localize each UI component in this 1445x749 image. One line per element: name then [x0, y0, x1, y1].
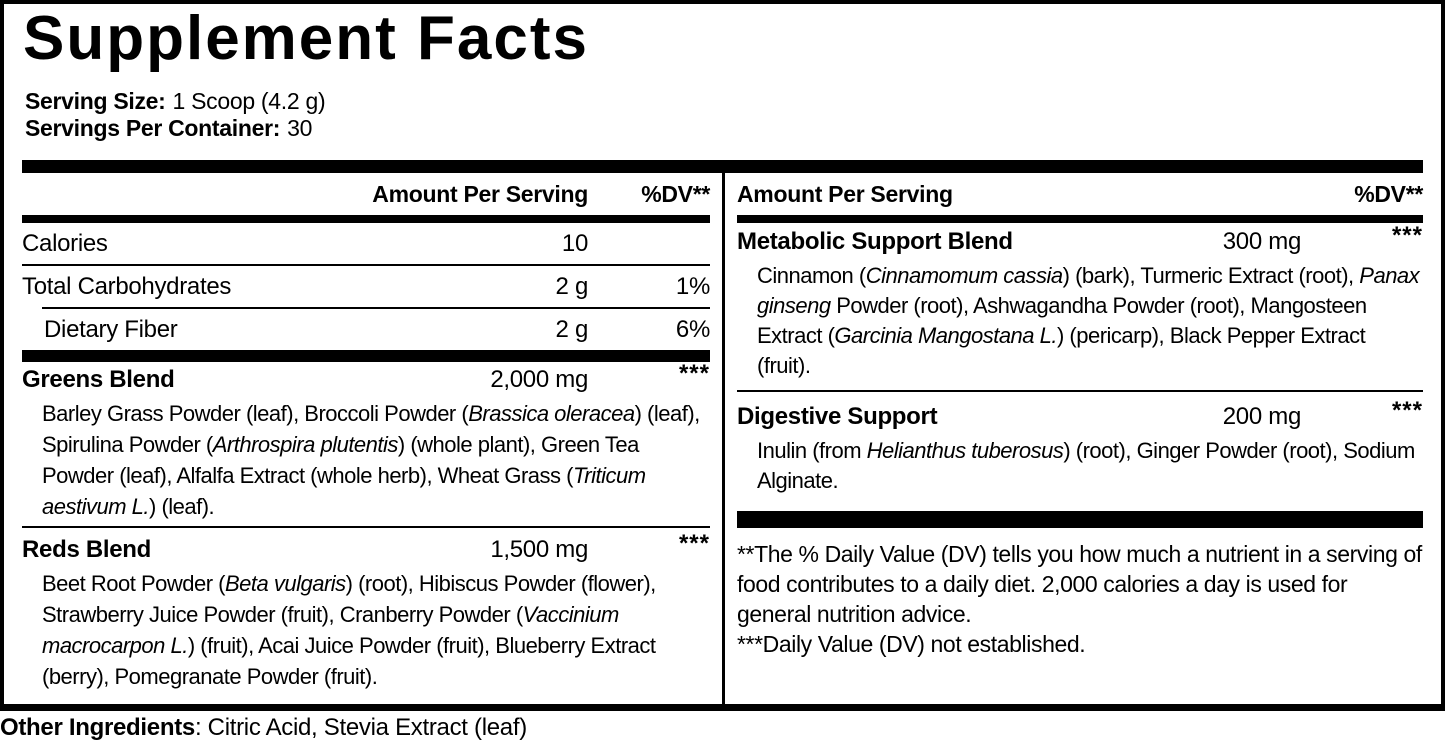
right-header-amount: Amount Per Serving — [737, 180, 953, 207]
serving-size-row: Serving Size: 1 Scoop (4.2 g) — [25, 88, 326, 115]
blend-metabolic-support: Metabolic Support Blend 300 mg *** Cinna… — [737, 222, 1423, 381]
row-divider — [22, 264, 710, 266]
left-header-dv: %DV** — [641, 180, 710, 207]
left-header-bar — [22, 215, 710, 223]
nutrient-dv: 6% — [675, 315, 710, 343]
label-border-box — [0, 0, 1445, 711]
nutrient-name: Dietary Fiber — [44, 315, 178, 343]
servings-per-container-row: Servings Per Container: 30 — [25, 115, 312, 142]
servings-per-container-value: 30 — [287, 115, 313, 141]
blend-name: Digestive Support — [737, 403, 938, 430]
nutrient-row-total-carbohydrates: Total Carbohydrates 2 g 1% — [22, 266, 710, 307]
servings-per-container-label: Servings Per Container: — [25, 115, 281, 141]
blend-description: Barley Grass Powder (leaf), Broccoli Pow… — [42, 401, 700, 519]
blend-heading-row: Metabolic Support Blend 300 mg *** — [737, 222, 1423, 261]
blend-name: Reds Blend — [22, 536, 152, 563]
nutrient-amount: 10 — [561, 229, 588, 257]
row-divider — [737, 390, 1423, 392]
serving-size-label: Serving Size: — [25, 88, 166, 114]
right-header-row: Amount Per Serving %DV** — [737, 173, 1423, 215]
blend-amount: 1,500 mg — [490, 536, 588, 563]
left-column: Amount Per Serving %DV** Calories 10 Tot… — [22, 173, 710, 692]
nutrient-amount: 2 g — [555, 315, 589, 343]
blend-greens: Greens Blend 2,000 mg *** Barley Grass P… — [22, 360, 710, 522]
blend-amount: 2,000 mg — [490, 366, 588, 393]
blend-description: Beet Root Powder (Beta vulgaris) (root),… — [42, 571, 656, 689]
nutrient-row-calories: Calories 10 — [22, 223, 710, 264]
left-header-amount: Amount Per Serving — [372, 180, 588, 207]
row-divider — [22, 526, 710, 528]
nutrient-name: Total Carbohydrates — [22, 272, 232, 300]
row-divider-indented — [42, 307, 710, 309]
blend-dv: *** — [1391, 397, 1423, 424]
other-ingredients-value: : Citric Acid, Stevia Extract (leaf) — [194, 714, 527, 741]
blend-dv: *** — [678, 360, 710, 387]
blend-description: Cinnamon (Cinnamomum cassia) (bark), Tur… — [757, 263, 1420, 378]
footnote-daily-value: **The % Daily Value (DV) tells you how m… — [737, 541, 1422, 627]
blend-amount: 200 mg — [1222, 403, 1302, 430]
other-ingredients-label: Other Ingredients — [0, 714, 195, 741]
right-header-bar — [737, 215, 1423, 223]
blend-reds: Reds Blend 1,500 mg *** Beet Root Powder… — [22, 530, 710, 692]
blend-description: Inulin (from Helianthus tuberosus) (root… — [757, 438, 1415, 493]
blend-dv: *** — [678, 530, 710, 557]
left-header-row: Amount Per Serving %DV** — [22, 173, 710, 215]
column-divider — [722, 160, 725, 705]
left-section-bar — [22, 350, 710, 362]
footnotes: **The % Daily Value (DV) tells you how m… — [737, 539, 1423, 659]
blend-heading-row: Reds Blend 1,500 mg *** — [22, 530, 710, 568]
blend-heading-row: Digestive Support 200 mg *** — [737, 397, 1423, 436]
blend-digestive-support: Digestive Support 200 mg *** Inulin (fro… — [737, 392, 1423, 496]
serving-size-value: 1 Scoop (4.2 g) — [172, 88, 326, 114]
right-header-dv: %DV** — [1354, 180, 1423, 207]
blend-heading-row: Greens Blend 2,000 mg *** — [22, 360, 710, 398]
page-title: Supplement Facts — [23, 4, 589, 73]
right-column: Amount Per Serving %DV** Metabolic Suppo… — [737, 173, 1423, 659]
nutrient-row-dietary-fiber: Dietary Fiber 2 g 6% — [22, 309, 710, 350]
blend-name: Greens Blend — [22, 366, 175, 393]
footnote-section-bar — [737, 511, 1423, 528]
nutrient-amount: 2 g — [555, 272, 589, 300]
nutrient-dv: 1% — [675, 272, 710, 300]
blend-amount: 300 mg — [1222, 228, 1302, 255]
blend-dv: *** — [1391, 222, 1423, 249]
nutrient-name: Calories — [22, 229, 108, 257]
other-ingredients-row: Other Ingredients: Citric Acid, Stevia E… — [0, 714, 527, 742]
blend-name: Metabolic Support Blend — [737, 228, 1013, 255]
footnote-not-established: ***Daily Value (DV) not established. — [737, 631, 1086, 657]
